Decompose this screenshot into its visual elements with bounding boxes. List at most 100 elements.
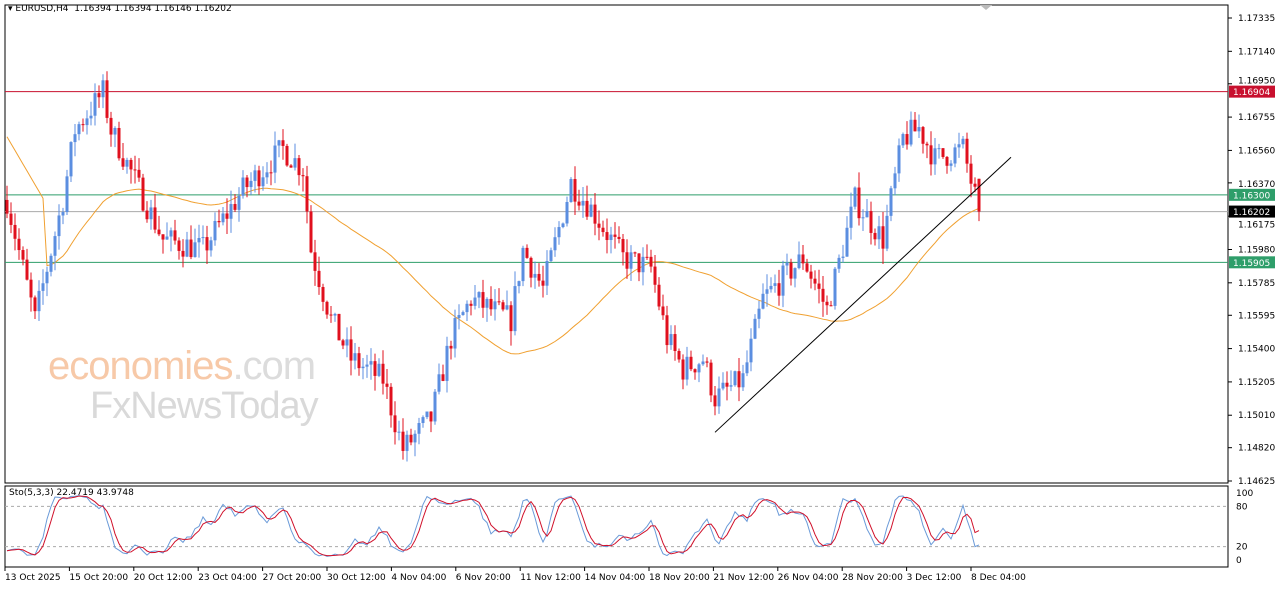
y-tick-label: 1.15595 bbox=[1238, 311, 1275, 321]
candle-body bbox=[405, 434, 409, 451]
candle-body bbox=[781, 265, 785, 296]
candle-body bbox=[25, 259, 29, 280]
candle-body bbox=[745, 362, 749, 374]
candle-body bbox=[141, 177, 145, 211]
candle-body bbox=[93, 93, 97, 116]
candle-body bbox=[149, 207, 153, 220]
candle-body bbox=[793, 268, 797, 279]
candle-body bbox=[621, 238, 625, 253]
candle-body bbox=[809, 271, 813, 279]
stochastic-label: Sto(5,3,3) 22.4719 43.9748 bbox=[9, 488, 134, 498]
y-tick-label: 1.16370 bbox=[1238, 180, 1275, 190]
candle-body bbox=[109, 117, 113, 135]
candle-body bbox=[309, 211, 313, 253]
candle-body bbox=[297, 158, 301, 176]
candle-body bbox=[785, 262, 789, 266]
candle-body bbox=[269, 172, 273, 174]
stochastic-axis-label: 20 bbox=[1236, 543, 1248, 553]
candle-body bbox=[9, 213, 13, 225]
candle-body bbox=[689, 356, 693, 370]
candle-body bbox=[813, 278, 817, 284]
candle-body bbox=[845, 227, 849, 257]
candle-body bbox=[541, 280, 545, 286]
candle-body bbox=[241, 177, 245, 196]
candle-body bbox=[953, 147, 957, 164]
candle-body bbox=[361, 366, 365, 369]
candle-body bbox=[125, 159, 129, 167]
candle-body bbox=[961, 138, 965, 145]
candle-body bbox=[565, 201, 569, 224]
candle-body bbox=[605, 232, 609, 241]
candle-body bbox=[381, 363, 385, 384]
candle-body bbox=[233, 204, 237, 210]
candle-body bbox=[105, 80, 109, 118]
level-tag-label: 1.15905 bbox=[1233, 259, 1270, 269]
x-tick-label: 15 Oct 20:00 bbox=[69, 573, 128, 583]
candle-body bbox=[301, 175, 305, 177]
candle-body bbox=[133, 169, 137, 171]
x-tick-label: 30 Oct 12:00 bbox=[327, 573, 386, 583]
candle-body bbox=[489, 298, 493, 310]
candle-body bbox=[137, 169, 141, 178]
candle-body bbox=[705, 361, 709, 363]
candle-body bbox=[305, 176, 309, 212]
candle-body bbox=[885, 215, 889, 249]
candle-body bbox=[333, 313, 337, 316]
candle-body bbox=[153, 207, 157, 230]
candle-body bbox=[397, 431, 401, 433]
candle-body bbox=[913, 119, 917, 132]
y-tick-label: 1.14625 bbox=[1238, 477, 1275, 487]
candle-body bbox=[217, 220, 221, 223]
main-pane-frame bbox=[4, 4, 1229, 484]
candle-body bbox=[685, 356, 689, 380]
candle-body bbox=[973, 183, 977, 187]
candle-body bbox=[849, 206, 853, 228]
candle-body bbox=[429, 411, 433, 422]
candle-body bbox=[449, 345, 453, 349]
candle-body bbox=[329, 314, 333, 316]
x-tick-label: 27 Oct 20:00 bbox=[263, 573, 322, 583]
candle-body bbox=[609, 234, 613, 241]
chart-title[interactable]: ▾ EURUSD,H4 1.16394 1.16394 1.16146 1.16… bbox=[8, 4, 232, 14]
candle-body bbox=[433, 391, 437, 422]
candle-body bbox=[285, 145, 289, 166]
candle-body bbox=[53, 236, 57, 256]
level-tag-label: 1.16904 bbox=[1233, 88, 1270, 98]
x-tick-label: 8 Dec 04:00 bbox=[971, 573, 1026, 583]
candle-body bbox=[85, 118, 89, 126]
candle-body bbox=[129, 159, 133, 170]
y-tick-label: 1.16755 bbox=[1238, 113, 1275, 123]
candle-body bbox=[293, 158, 297, 168]
y-tick-label: 1.16175 bbox=[1238, 221, 1275, 231]
x-tick-label: 18 Nov 20:00 bbox=[649, 573, 710, 583]
candle-body bbox=[89, 115, 93, 119]
candle-body bbox=[365, 364, 369, 367]
candle-body bbox=[589, 204, 593, 217]
candle-body bbox=[473, 297, 477, 306]
candle-body bbox=[893, 173, 897, 189]
candle-body bbox=[657, 284, 661, 307]
candle-body bbox=[677, 350, 681, 360]
candle-body bbox=[557, 227, 561, 238]
candle-body bbox=[81, 124, 85, 126]
candle-body bbox=[445, 345, 449, 381]
candle-body bbox=[425, 411, 429, 418]
candle-body bbox=[465, 303, 469, 313]
candle-body bbox=[37, 290, 41, 312]
candle-body bbox=[757, 308, 761, 319]
candle-body bbox=[821, 288, 825, 302]
candle-body bbox=[197, 238, 201, 243]
trendline bbox=[714, 156, 1012, 433]
candle-body bbox=[65, 176, 69, 213]
level-tag-label: 1.16300 bbox=[1233, 191, 1270, 201]
candle-body bbox=[805, 263, 809, 272]
candle-body bbox=[749, 338, 753, 363]
candle-body bbox=[341, 340, 345, 346]
candle-body bbox=[281, 140, 285, 146]
candle-body bbox=[881, 226, 885, 249]
candle-body bbox=[865, 211, 869, 218]
candle-body bbox=[529, 257, 533, 278]
candle-body bbox=[209, 240, 213, 251]
candle-body bbox=[629, 252, 633, 269]
